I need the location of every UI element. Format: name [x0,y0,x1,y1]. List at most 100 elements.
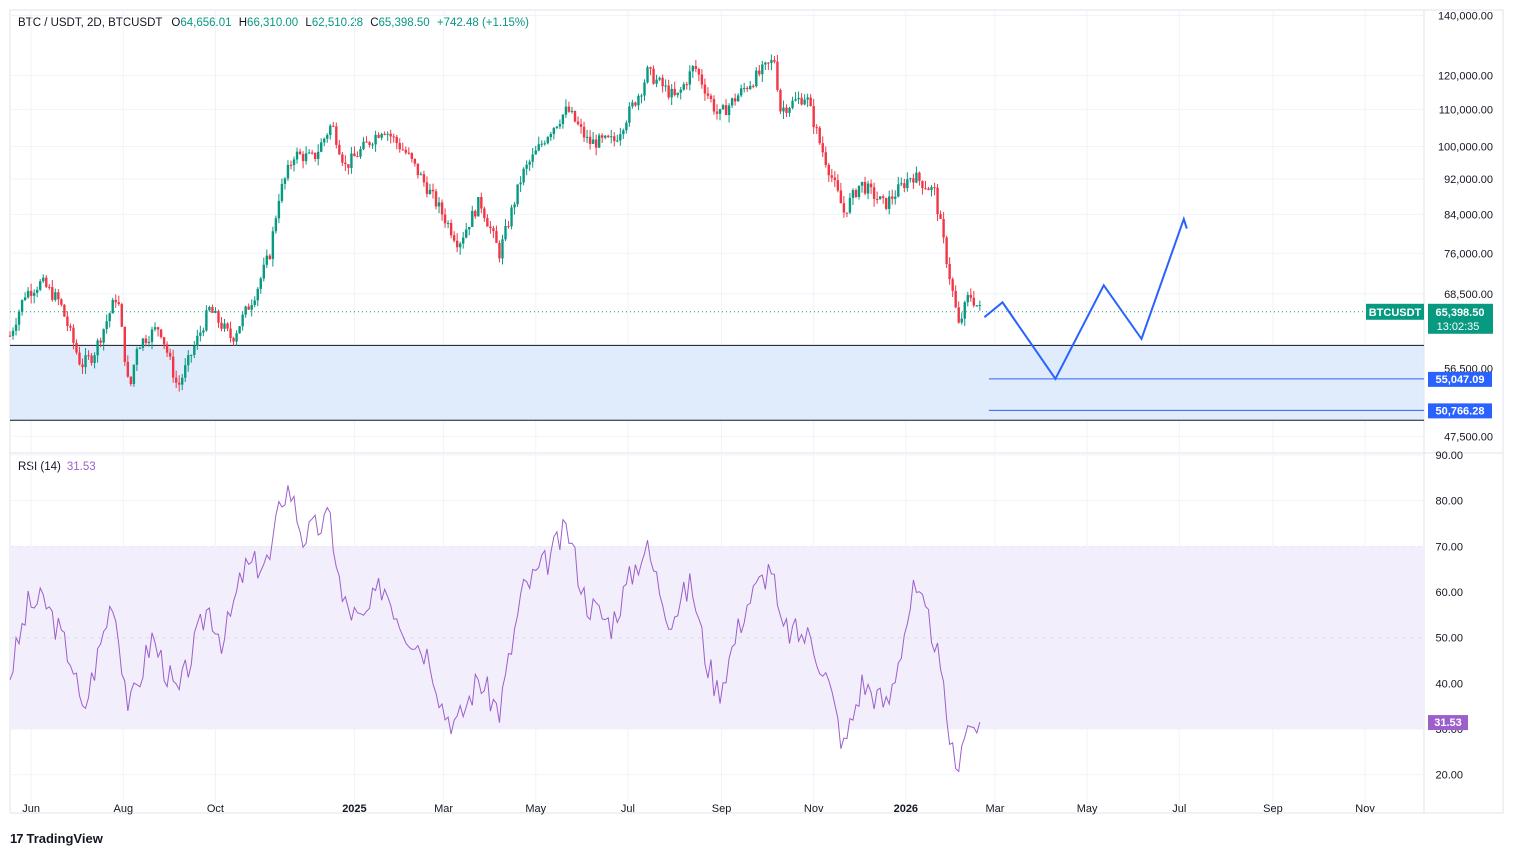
candle-up [730,98,734,106]
candle-up [14,324,18,331]
candle-up [664,85,667,87]
candle-down [159,329,163,338]
candle-up [519,182,522,185]
candle-up [739,88,743,96]
candle-up [187,355,190,366]
candle-up [878,196,882,200]
candle-up [105,321,108,330]
candle-up [23,297,27,301]
candle-up [894,196,897,199]
candle-up [688,71,692,85]
high-value: 66,310.00 [247,17,299,29]
candle-down [425,182,429,195]
candle-down [921,180,924,189]
rsi-tick-label: 80.00 [1435,496,1463,508]
x-tick-label-jun: Jun [22,803,40,815]
x-tick-label-sep: Sep [1263,803,1283,815]
candle-up [138,347,142,350]
candle-up [329,125,332,136]
candle-down [936,187,939,215]
candle-up [271,231,275,259]
candles [8,54,982,392]
candle-up [362,141,365,150]
candle-up [446,222,450,224]
candle-down [891,196,894,199]
last-price-value: 65,398.50 [1436,307,1485,319]
candle-up [522,168,525,183]
candle-up [782,107,785,112]
chart-header: BTC / USDT, 2D, BTCUSDT O64,656.01 H66,3… [18,17,529,29]
candle-up [682,84,685,90]
candle-up [256,288,259,301]
level-label-box [1428,403,1492,419]
tradingview-brand[interactable]: 17 TradingView [10,831,103,846]
candle-down [576,121,580,125]
price-tick-label: 47,500.00 [1444,431,1493,443]
open-value: 64,656.01 [180,17,232,29]
candle-up [848,197,852,213]
candle-up [770,60,773,63]
candle-up [504,226,507,240]
candle-down [301,154,305,162]
candle-down [830,175,834,178]
candle-up [386,133,389,135]
candle-down [69,326,72,328]
change-value: +742.48 (+1.15%) [436,17,529,29]
candle-down [842,203,846,213]
candle-up [190,355,193,357]
candle-down [226,323,229,329]
x-tick-label-mar: Mar [985,803,1004,815]
candle-down [773,60,776,62]
candle-up [274,218,278,232]
candle-down [298,151,302,155]
candle-up [558,124,562,127]
candle-up [510,207,513,227]
x-tick-label-sep: Sep [712,803,732,815]
candle-down [939,214,942,219]
level-label-1: 50,766.28 [1436,405,1485,417]
candle-down [483,208,486,219]
candle-down [347,164,350,168]
candle-down [452,235,456,241]
candle-up [307,152,311,154]
candle-up [277,200,281,219]
rsi-last-box [1428,715,1468,731]
rsi-tick-label: 40.00 [1435,678,1463,690]
candle-down [289,164,293,166]
candle-down [758,70,761,75]
candle-down [90,355,93,363]
candle-down [573,110,577,122]
candle-down [854,190,858,197]
x-tick-label-2025: 2025 [342,803,366,815]
candle-down [341,154,344,163]
candle-up [458,243,462,248]
candle-down [422,174,426,183]
candle-down [685,84,688,86]
rsi-last-value: 31.53 [1434,717,1462,729]
candle-up [265,255,269,265]
candle-down [177,382,181,385]
candle-down [395,136,398,144]
candle-up [141,338,145,348]
candle-down [486,218,489,227]
candle-down [715,111,719,114]
candle-down [869,183,873,188]
candle-down [63,304,66,317]
candle-up [35,289,39,293]
candle-up [150,329,154,342]
candle-up [96,340,99,356]
candle-down [839,190,843,204]
candle-down [703,84,707,94]
x-tick-label-aug: Aug [114,803,134,815]
price-tick-label: 100,000.00 [1438,141,1493,153]
candle-up [788,107,791,113]
candle-down [29,290,33,296]
candle-down [498,242,501,259]
candle-down [694,66,698,70]
candle-up [857,185,861,197]
candle-up [39,281,42,290]
rsi-tick-label: 50.00 [1435,633,1463,645]
candle-up [262,264,265,279]
candle-up [619,134,622,141]
